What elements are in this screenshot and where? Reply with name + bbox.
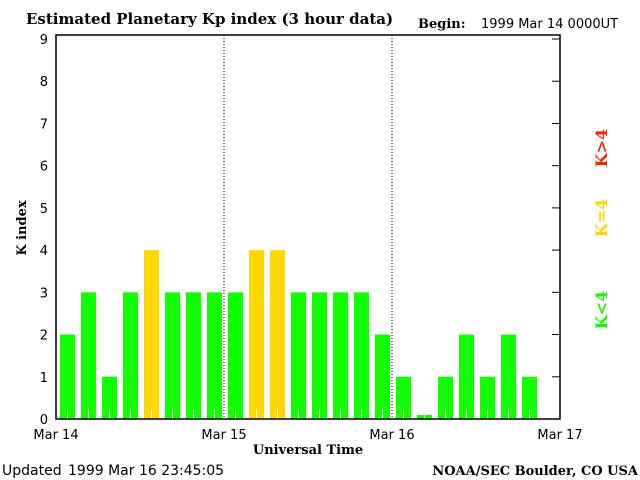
- kp-bar: [102, 376, 117, 419]
- y-tick-label: 0: [40, 413, 48, 428]
- kp-bar: [81, 292, 96, 419]
- begin-value: 1999 Mar 14 0000UT: [481, 17, 618, 32]
- kp-bar: [60, 334, 75, 419]
- kp-bar: [354, 292, 369, 419]
- y-axis-label: K index: [15, 200, 30, 256]
- updated-label: Updated: [2, 463, 62, 479]
- kp-bar: [501, 334, 516, 419]
- kp-bar: [123, 292, 138, 419]
- y-tick-label: 4: [40, 244, 48, 259]
- chart-title: Estimated Planetary Kp index (3 hour dat…: [26, 10, 393, 28]
- kp-bar: [438, 376, 453, 419]
- kp-bar: [186, 292, 201, 419]
- x-tick-label: Mar 17: [537, 428, 582, 443]
- y-tick-label: 3: [40, 286, 48, 301]
- kp-bar: [480, 376, 495, 419]
- kp-bar: [333, 292, 348, 419]
- kp-bar: [375, 334, 390, 419]
- kp-bar: [144, 250, 159, 419]
- kp-bar: [270, 250, 285, 419]
- source-credit: NOAA/SEC Boulder, CO USA: [432, 464, 639, 479]
- begin-label: Begin:: [418, 17, 466, 32]
- kp-bar: [291, 292, 306, 419]
- legend-k-greater-4: K>4: [592, 129, 611, 167]
- y-tick-label: 5: [40, 202, 48, 217]
- y-tick-label: 8: [40, 75, 48, 90]
- y-tick-label: 2: [40, 329, 48, 344]
- y-tick-label: 1: [40, 371, 48, 386]
- x-tick-label: Mar 15: [201, 428, 246, 443]
- kp-bar: [207, 292, 222, 419]
- kp-bar: [228, 292, 243, 419]
- y-tick-label: 9: [40, 33, 48, 48]
- y-tick-label: 6: [40, 160, 48, 175]
- plot-frame: [55, 34, 561, 420]
- updated-value: 1999 Mar 16 23:45:05: [68, 463, 224, 479]
- x-axis-label: Universal Time: [253, 443, 363, 458]
- legend-k-less-4: K<4: [592, 291, 611, 329]
- kp-bar: [459, 334, 474, 419]
- kp-bar: [165, 292, 180, 419]
- y-tick-label: 7: [40, 117, 48, 132]
- kp-bar: [522, 376, 537, 419]
- legend-k-eq-4: K=4: [592, 199, 611, 237]
- x-tick-label: Mar 14: [33, 428, 78, 443]
- kp-bar: [312, 292, 327, 419]
- kp-bar: [249, 250, 264, 419]
- kp-bar: [396, 376, 411, 419]
- x-tick-label: Mar 16: [369, 428, 414, 443]
